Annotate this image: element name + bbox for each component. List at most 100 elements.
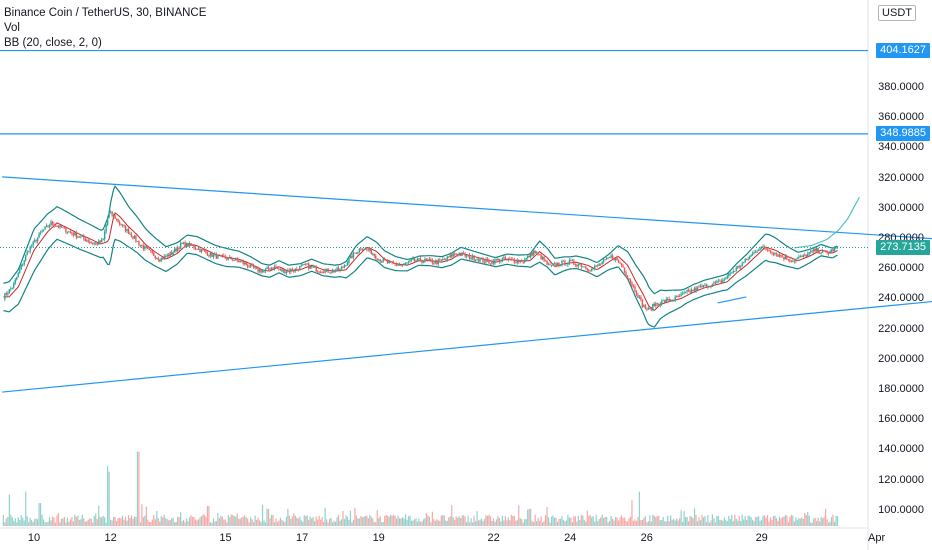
candle-body xyxy=(833,247,836,252)
candle-body xyxy=(375,255,377,259)
volume-bar xyxy=(765,517,767,526)
volume-bar xyxy=(330,517,332,526)
volume-bar xyxy=(638,491,641,526)
volume-bar xyxy=(544,515,547,526)
candle-body xyxy=(795,258,797,262)
candle-body xyxy=(519,260,521,263)
volume-bar xyxy=(734,514,736,526)
volume-bar xyxy=(96,519,98,526)
candle-body xyxy=(491,261,493,264)
volume-bar xyxy=(604,517,606,526)
volume-bar xyxy=(506,520,508,526)
currency-badge[interactable]: USDT xyxy=(878,5,916,21)
volume-bar xyxy=(127,515,130,526)
candle-body xyxy=(44,226,46,230)
candle-body xyxy=(537,252,539,255)
candle-body xyxy=(701,285,703,288)
volume-bar xyxy=(787,521,789,526)
volume-bar xyxy=(469,522,471,526)
candle-body xyxy=(416,258,419,261)
volume-bar xyxy=(656,515,658,526)
volume-bar xyxy=(583,519,585,526)
volume-bar xyxy=(595,514,597,526)
volume-bar xyxy=(375,522,377,526)
candle-body xyxy=(762,246,764,248)
volume-bar xyxy=(413,519,416,526)
volume-bar xyxy=(346,516,349,526)
volume-bar xyxy=(524,519,526,526)
candle-body xyxy=(610,255,612,258)
symbol-title[interactable]: Binance Coin / TetherUS, 30, BINANCE xyxy=(4,7,207,19)
volume-bar xyxy=(726,521,728,526)
candle-body xyxy=(784,256,787,260)
candle-body xyxy=(16,277,18,280)
candle-body xyxy=(26,251,28,256)
volume-bar xyxy=(591,517,593,526)
volume-bar xyxy=(425,513,428,526)
price-label-2[interactable]: 348.9885 xyxy=(876,126,930,142)
candle-body xyxy=(112,215,115,217)
candle-body xyxy=(751,253,754,255)
volume-bar xyxy=(366,515,368,526)
volume-indicator-label[interactable]: Vol xyxy=(4,22,20,34)
time-tick-label: 24 xyxy=(564,532,577,544)
volume-bar xyxy=(813,518,815,526)
volume-bar xyxy=(321,516,323,526)
candle-body xyxy=(619,262,621,264)
candle-body xyxy=(312,266,314,268)
candle-body xyxy=(595,265,597,267)
candle-body xyxy=(89,241,91,243)
volume-bar xyxy=(264,522,267,526)
volume-bar xyxy=(101,517,103,526)
volume-bar xyxy=(373,522,375,526)
volume-bar xyxy=(42,519,45,526)
candle-body xyxy=(604,259,606,261)
volume-bar xyxy=(461,515,463,526)
volume-bar xyxy=(799,518,801,526)
candle-body xyxy=(19,269,21,273)
volume-bar xyxy=(698,517,700,526)
candle-body xyxy=(561,261,563,266)
candle-body xyxy=(489,263,492,265)
candle-body xyxy=(500,260,502,262)
volume-bar xyxy=(303,515,305,526)
candle-body xyxy=(768,250,770,252)
candle-body xyxy=(238,260,240,263)
candle-body xyxy=(407,261,410,263)
volume-bar xyxy=(571,521,573,526)
candle-body xyxy=(409,260,411,262)
candle-body xyxy=(449,254,451,257)
volume-bar xyxy=(480,518,483,526)
volume-bar xyxy=(539,520,541,526)
candle-body xyxy=(30,245,33,247)
candle-body xyxy=(77,236,79,238)
volume-bar xyxy=(124,516,127,526)
candle-body xyxy=(391,261,393,263)
volume-bar xyxy=(463,515,465,526)
volume-bar xyxy=(491,520,493,526)
candle-body xyxy=(255,267,258,269)
volume-bar xyxy=(774,515,776,526)
candle-body xyxy=(783,256,785,260)
candle-body xyxy=(129,233,131,235)
candle-body xyxy=(330,272,332,274)
candle-body xyxy=(355,253,358,255)
volume-bar xyxy=(684,516,687,526)
candle-body xyxy=(287,270,289,272)
candle-body xyxy=(771,252,773,254)
volume-bar xyxy=(692,518,694,526)
time-tick-label: 15 xyxy=(219,532,232,544)
volume-bar xyxy=(699,520,702,526)
volume-bar xyxy=(391,515,393,526)
price-label-1[interactable]: 404.1627 xyxy=(876,43,930,59)
price-label-3[interactable]: 273.7135 xyxy=(876,240,930,256)
volume-bar xyxy=(154,519,156,526)
volume-bar xyxy=(80,519,82,526)
volume-bar xyxy=(443,515,445,526)
volume-bar xyxy=(384,515,386,526)
bollinger-bands-label[interactable]: BB (20, close, 2, 0) xyxy=(4,37,102,49)
candle-body xyxy=(90,242,92,243)
candle-body xyxy=(748,256,751,259)
candle-body xyxy=(68,231,70,233)
